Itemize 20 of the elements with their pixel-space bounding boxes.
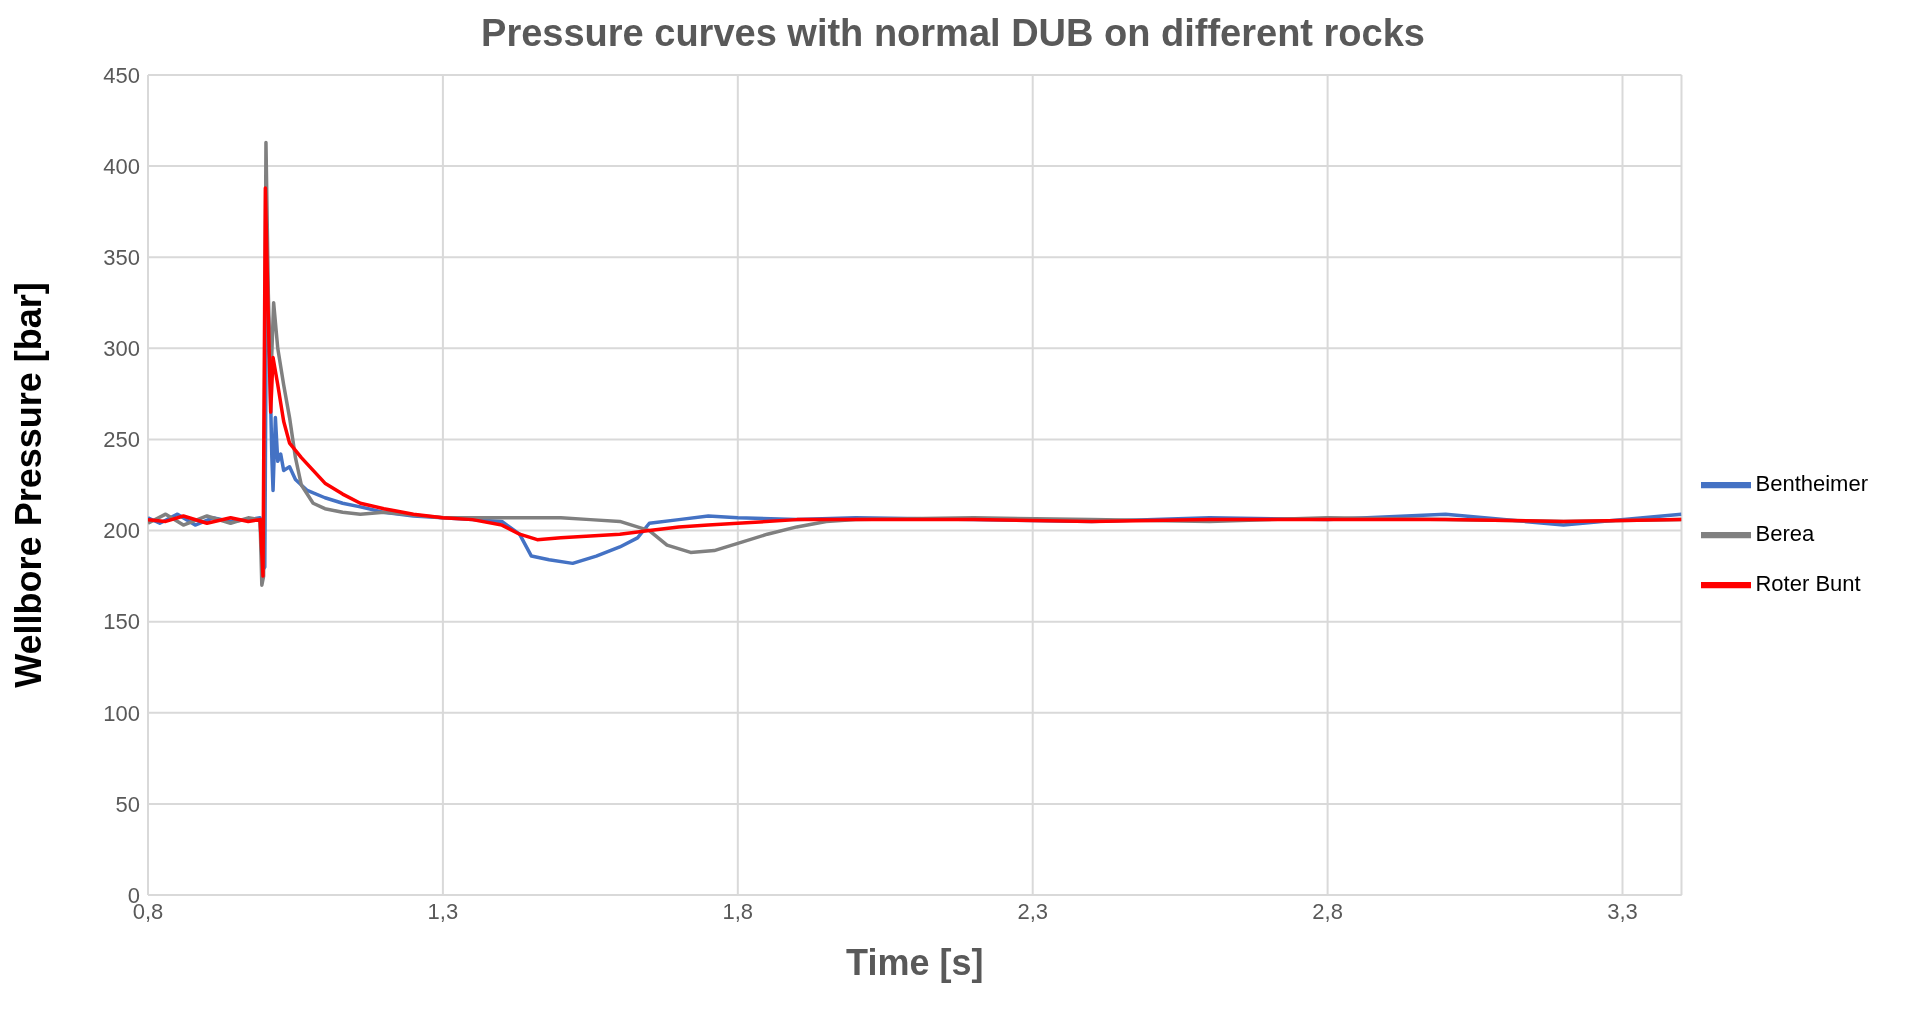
x-tick-label: 2,3 [1017, 898, 1048, 924]
y-tick-label: 450 [103, 62, 140, 88]
y-tick-label: 150 [103, 609, 140, 635]
chart-title: Pressure curves with normal DUB on different rocks [480, 11, 1426, 55]
y-tick-label: 300 [103, 336, 140, 362]
x-tick-label: 2,8 [1312, 898, 1343, 924]
legend-label: Bentheimer [1755, 470, 1868, 496]
y-tick-label: 100 [103, 700, 140, 726]
x-tick-label: 1,3 [427, 898, 459, 924]
legend-label: Roter Bunt [1755, 570, 1861, 596]
x-tick-label: 1,8 [722, 898, 754, 924]
y-tick-label: 50 [115, 791, 140, 817]
y-tick-label: 400 [103, 153, 140, 179]
y-tick-label: 350 [103, 245, 140, 271]
y-tick-label: 250 [103, 427, 140, 453]
legend-label: Berea [1755, 520, 1815, 546]
x-tick-label: 3,3 [1607, 898, 1638, 924]
y-tick-label: 200 [103, 518, 140, 544]
y-axis-title: Wellbore Pressure [bar] [7, 282, 49, 688]
x-axis-title: Time [s] [846, 942, 984, 983]
